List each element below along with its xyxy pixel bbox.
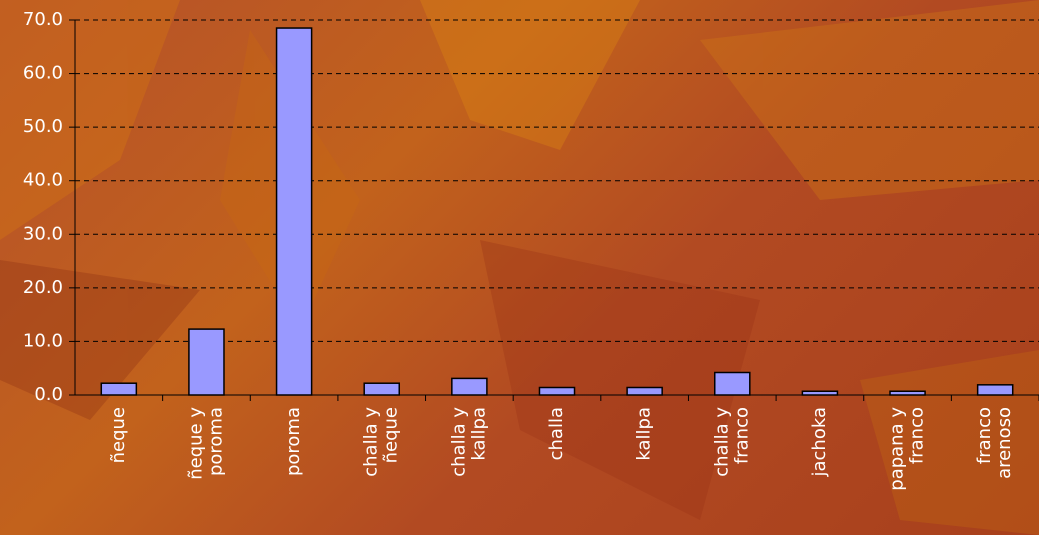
- x-tick-label: ñeque: [108, 407, 129, 463]
- bar: [275, 27, 313, 396]
- x-tick-label: francoarenoso: [974, 407, 1015, 479]
- bar: [801, 390, 839, 396]
- x-tick-label: kallpa: [634, 407, 655, 461]
- y-tick-label: 60.0: [23, 63, 63, 84]
- y-tick-label: 0.0: [34, 384, 63, 405]
- bar: [626, 386, 663, 396]
- y-tick-label: 30.0: [23, 223, 63, 244]
- x-tick-label: challa yfranco: [711, 407, 752, 477]
- bar: [363, 382, 401, 396]
- bar: [538, 386, 576, 396]
- x-tick-label: poroma: [283, 407, 304, 476]
- bar: [451, 377, 488, 396]
- bar: [100, 382, 138, 396]
- x-tick-label: challa yñeque: [361, 407, 402, 477]
- x-tick-label: challa ykallpa: [448, 407, 489, 477]
- y-tick-label: 10.0: [23, 330, 63, 351]
- x-tick-label: papana yfranco: [887, 407, 928, 491]
- bar: [188, 328, 225, 396]
- y-tick-label: 20.0: [23, 277, 63, 298]
- bar: [889, 390, 926, 396]
- y-tick-label: 70.0: [23, 9, 63, 30]
- x-tick-label: ñeque yporoma: [185, 407, 226, 480]
- bar: [713, 371, 751, 396]
- y-tick-label: 50.0: [23, 116, 63, 137]
- x-tick-label: jachoka: [809, 407, 830, 478]
- y-tick-label: 40.0: [23, 170, 63, 191]
- x-tick-label: challa: [546, 407, 567, 460]
- bar: [976, 384, 1014, 396]
